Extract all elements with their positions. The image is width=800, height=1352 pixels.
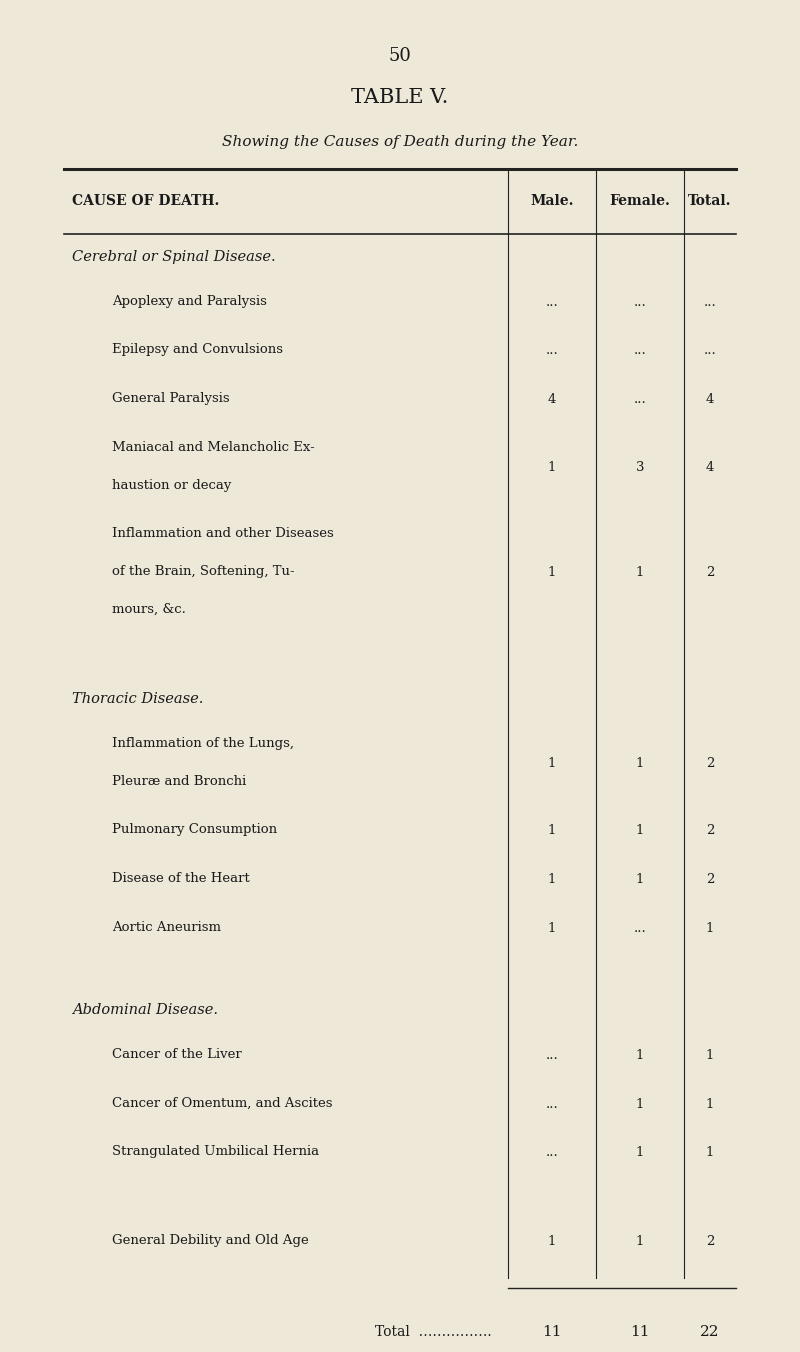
Text: 1: 1	[636, 757, 644, 769]
Text: 4: 4	[548, 393, 556, 406]
Text: ...: ...	[634, 922, 646, 934]
Text: Disease of the Heart: Disease of the Heart	[112, 872, 250, 886]
Text: Abdominal Disease.: Abdominal Disease.	[72, 1003, 218, 1017]
Text: Maniacal and Melancholic Ex-: Maniacal and Melancholic Ex-	[112, 441, 314, 454]
Text: CAUSE OF DEATH.: CAUSE OF DEATH.	[72, 195, 219, 208]
Text: 1: 1	[636, 873, 644, 886]
Text: 1: 1	[636, 1146, 644, 1159]
Text: 4: 4	[706, 393, 714, 406]
Text: Male.: Male.	[530, 195, 574, 208]
Text: Inflammation of the Lungs,: Inflammation of the Lungs,	[112, 737, 294, 750]
Text: General Paralysis: General Paralysis	[112, 392, 230, 406]
Text: 2: 2	[706, 757, 714, 769]
Text: Cancer of the Liver: Cancer of the Liver	[112, 1048, 242, 1061]
Text: 1: 1	[706, 1098, 714, 1110]
Text: 1: 1	[548, 825, 556, 837]
Text: 1: 1	[636, 566, 644, 579]
Text: 1: 1	[548, 873, 556, 886]
Text: 1: 1	[548, 1236, 556, 1248]
Text: ...: ...	[634, 296, 646, 308]
Text: 1: 1	[706, 1146, 714, 1159]
Text: 1: 1	[548, 922, 556, 934]
Text: 3: 3	[636, 461, 644, 473]
Text: Total.: Total.	[688, 195, 732, 208]
Text: 2: 2	[706, 1236, 714, 1248]
Text: Cancer of Omentum, and Ascites: Cancer of Omentum, and Ascites	[112, 1096, 333, 1110]
Text: 1: 1	[548, 757, 556, 769]
Text: TABLE V.: TABLE V.	[351, 88, 449, 107]
Text: Pulmonary Consumption: Pulmonary Consumption	[112, 823, 277, 837]
Text: ...: ...	[546, 1049, 558, 1061]
Text: ...: ...	[546, 296, 558, 308]
Text: 1: 1	[706, 1049, 714, 1061]
Text: Strangulated Umbilical Hernia: Strangulated Umbilical Hernia	[112, 1145, 319, 1159]
Text: 11: 11	[630, 1325, 650, 1338]
Text: 2: 2	[706, 566, 714, 579]
Text: Pleuræ and Bronchi: Pleuræ and Bronchi	[112, 775, 246, 788]
Text: Aortic Aneurism: Aortic Aneurism	[112, 921, 221, 934]
Text: 1: 1	[548, 566, 556, 579]
Text: Thoracic Disease.: Thoracic Disease.	[72, 692, 203, 706]
Text: ...: ...	[704, 296, 716, 308]
Text: Female.: Female.	[610, 195, 670, 208]
Text: Cerebral or Spinal Disease.: Cerebral or Spinal Disease.	[72, 250, 276, 264]
Text: of the Brain, Softening, Tu-: of the Brain, Softening, Tu-	[112, 565, 294, 579]
Text: 1: 1	[706, 922, 714, 934]
Text: mours, &c.: mours, &c.	[112, 603, 186, 617]
Text: Total  …………….: Total …………….	[375, 1325, 492, 1338]
Text: Inflammation and other Diseases: Inflammation and other Diseases	[112, 527, 334, 541]
Text: ...: ...	[546, 1146, 558, 1159]
Text: 22: 22	[700, 1325, 720, 1338]
Text: General Debility and Old Age: General Debility and Old Age	[112, 1234, 309, 1248]
Text: Showing the Causes of Death during the Year.: Showing the Causes of Death during the Y…	[222, 135, 578, 149]
Text: ...: ...	[546, 345, 558, 357]
Text: 1: 1	[548, 461, 556, 473]
Text: 50: 50	[389, 47, 411, 65]
Text: ...: ...	[704, 345, 716, 357]
Text: ...: ...	[634, 393, 646, 406]
Text: 1: 1	[636, 1098, 644, 1110]
Text: 1: 1	[636, 1236, 644, 1248]
Text: 2: 2	[706, 873, 714, 886]
Text: Epilepsy and Convulsions: Epilepsy and Convulsions	[112, 343, 283, 357]
Text: ...: ...	[546, 1098, 558, 1110]
Text: 1: 1	[636, 1049, 644, 1061]
Text: Apoplexy and Paralysis: Apoplexy and Paralysis	[112, 295, 267, 308]
Text: 2: 2	[706, 825, 714, 837]
Text: haustion or decay: haustion or decay	[112, 479, 231, 492]
Text: 11: 11	[542, 1325, 562, 1338]
Text: ...: ...	[634, 345, 646, 357]
Text: 1: 1	[636, 825, 644, 837]
Text: 4: 4	[706, 461, 714, 473]
